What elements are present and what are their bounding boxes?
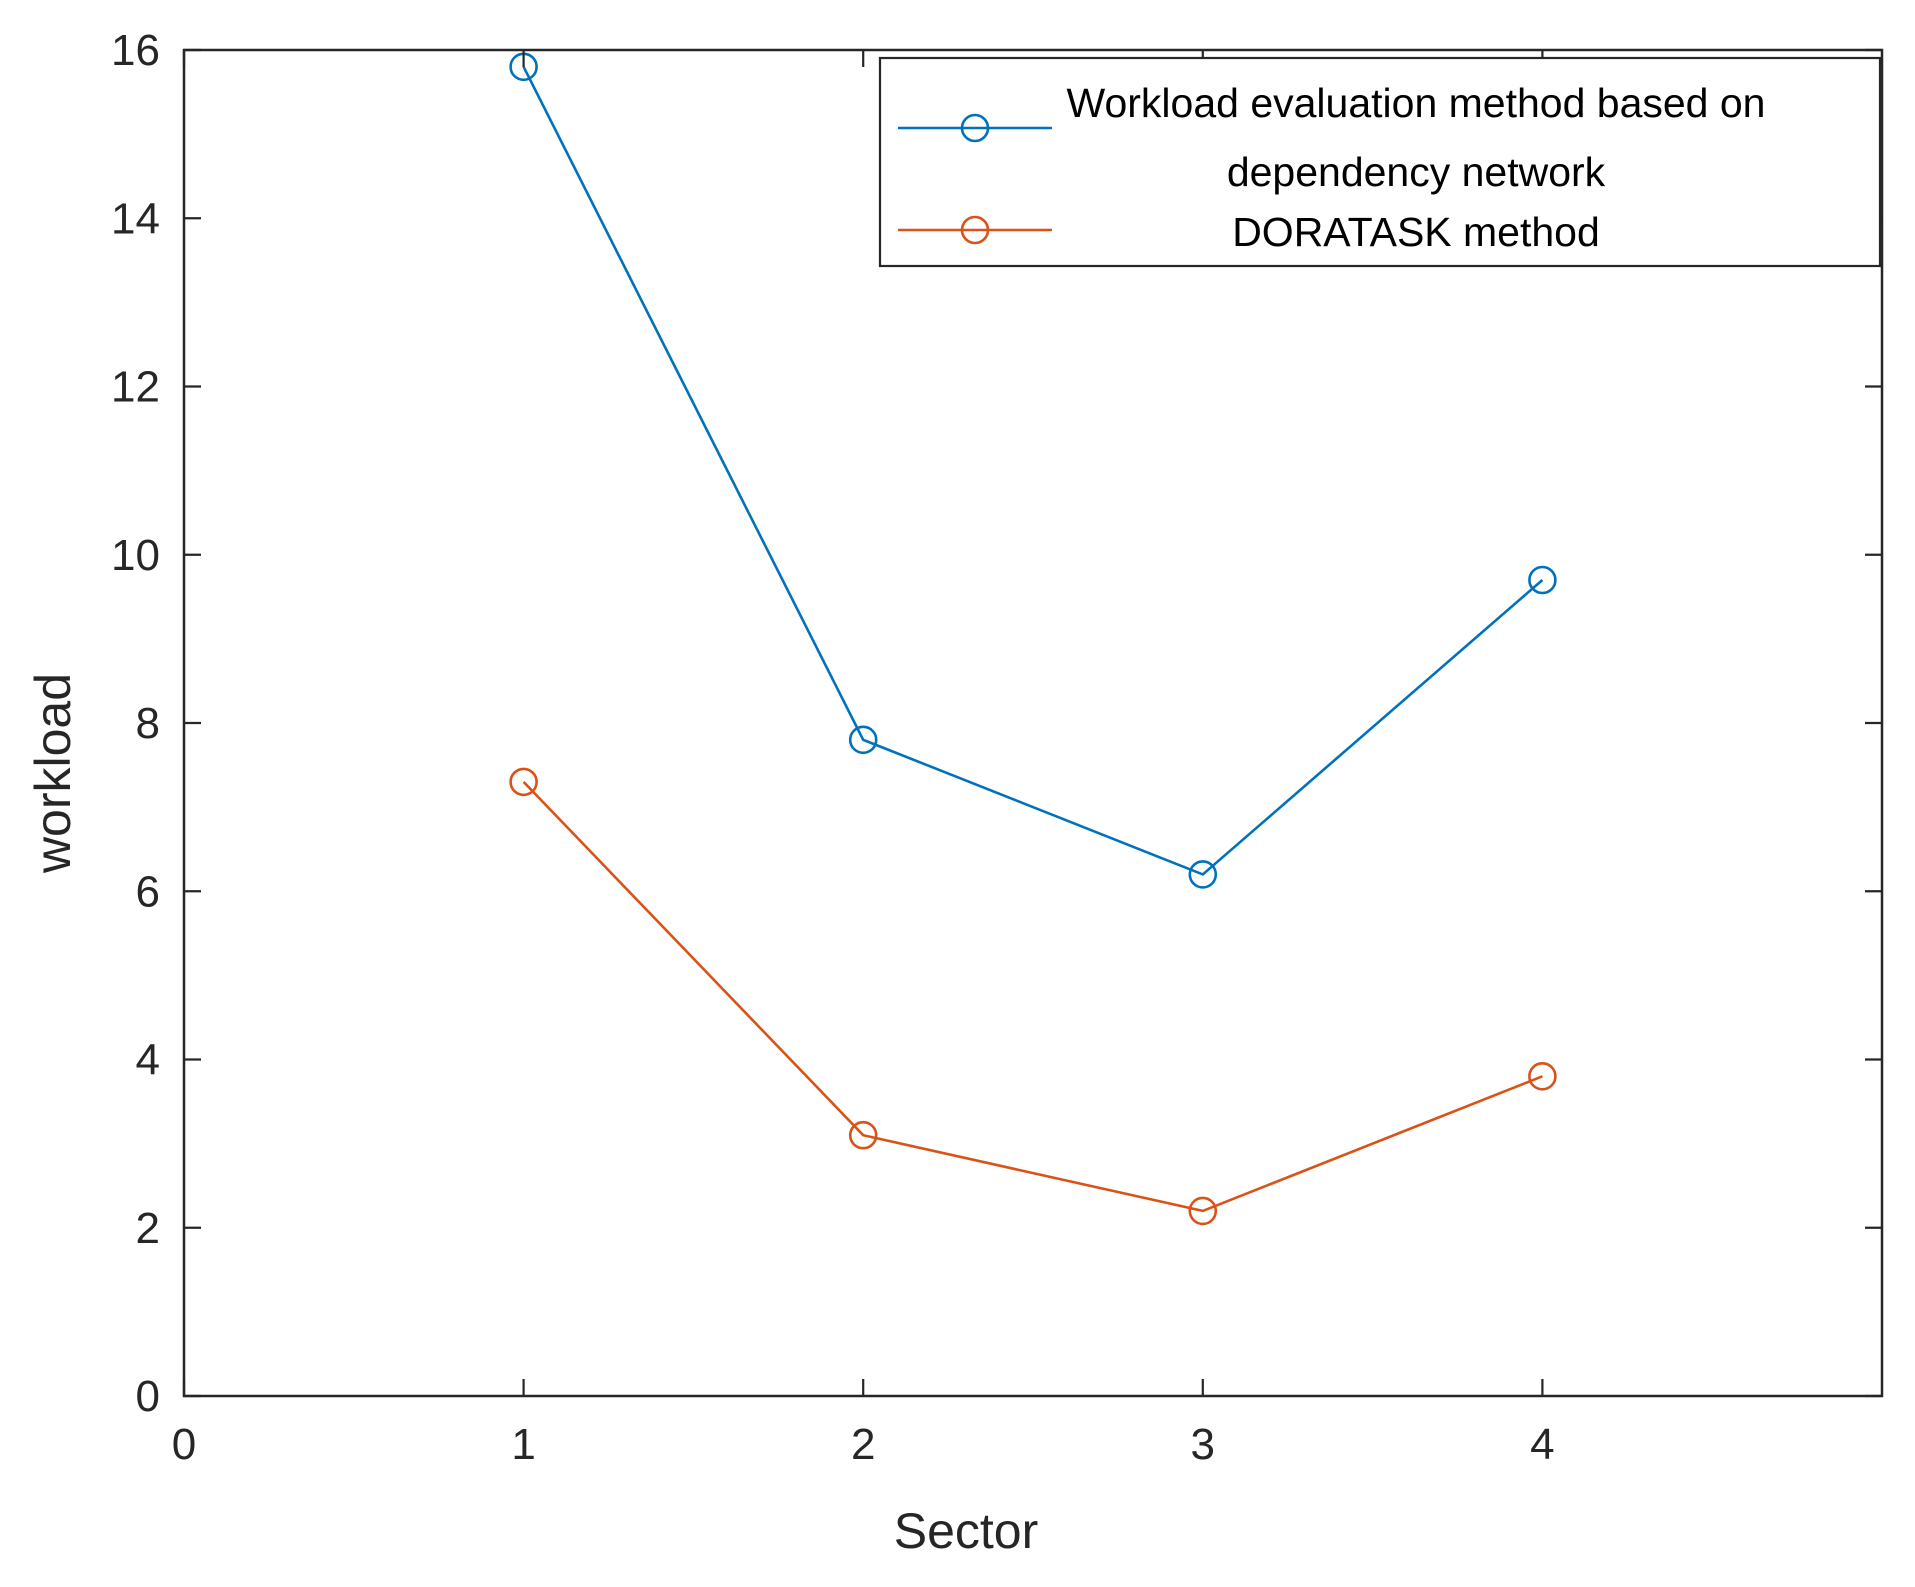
y-tick-label-10: 10 (111, 531, 160, 580)
legend-label-2-line-1: DORATASK method (1232, 209, 1600, 255)
x-tick-label-0: 0 (172, 1420, 196, 1469)
legend-label-1-line-2: dependency network (1227, 149, 1606, 195)
x-tick-label-1: 1 (511, 1420, 535, 1469)
series-layer (509, 52, 1557, 1226)
series-2-point-1 (509, 767, 538, 797)
legend-entry-2: DORATASK method (898, 209, 1600, 255)
series-2-line (522, 780, 1543, 1213)
series-2 (509, 767, 1557, 1226)
legend-label-1-line-1: Workload evaluation method based on (1067, 80, 1766, 126)
series-1-line (522, 66, 1544, 876)
series-2-point-2 (848, 1120, 878, 1150)
y-tick-label-16: 16 (111, 26, 160, 75)
series-1-point-3 (1188, 860, 1218, 889)
x-tick-label-4: 4 (1530, 1420, 1554, 1469)
legend-box (878, 56, 1882, 268)
y-tick-label-12: 12 (111, 363, 160, 412)
series-2-point-3 (1188, 1196, 1218, 1226)
x-tick-label-3: 3 (1191, 1420, 1215, 1469)
series-1-point-2 (848, 725, 878, 755)
x-tick-label-2: 2 (851, 1420, 875, 1469)
series-1 (509, 52, 1557, 889)
y-tick-label-6: 6 (136, 867, 160, 916)
y-tick-label-4: 4 (136, 1036, 160, 1085)
y-axis-title: workload (25, 673, 81, 874)
legend-marker-2 (960, 215, 990, 245)
legend-marker-1 (960, 113, 990, 143)
legend: Workload evaluation method based on depen… (878, 56, 1882, 268)
x-axis-title: Sector (894, 1503, 1039, 1559)
series-2-point-4 (1528, 1062, 1557, 1091)
y-tick-label-14: 14 (111, 194, 160, 243)
y-tick-label-2: 2 (136, 1204, 160, 1253)
y-tick-label-0: 0 (136, 1372, 160, 1421)
y-tick-label-8: 8 (136, 699, 160, 748)
legend-entry-1: Workload evaluation method based on depen… (898, 80, 1765, 195)
series-1-point-4 (1528, 565, 1557, 595)
